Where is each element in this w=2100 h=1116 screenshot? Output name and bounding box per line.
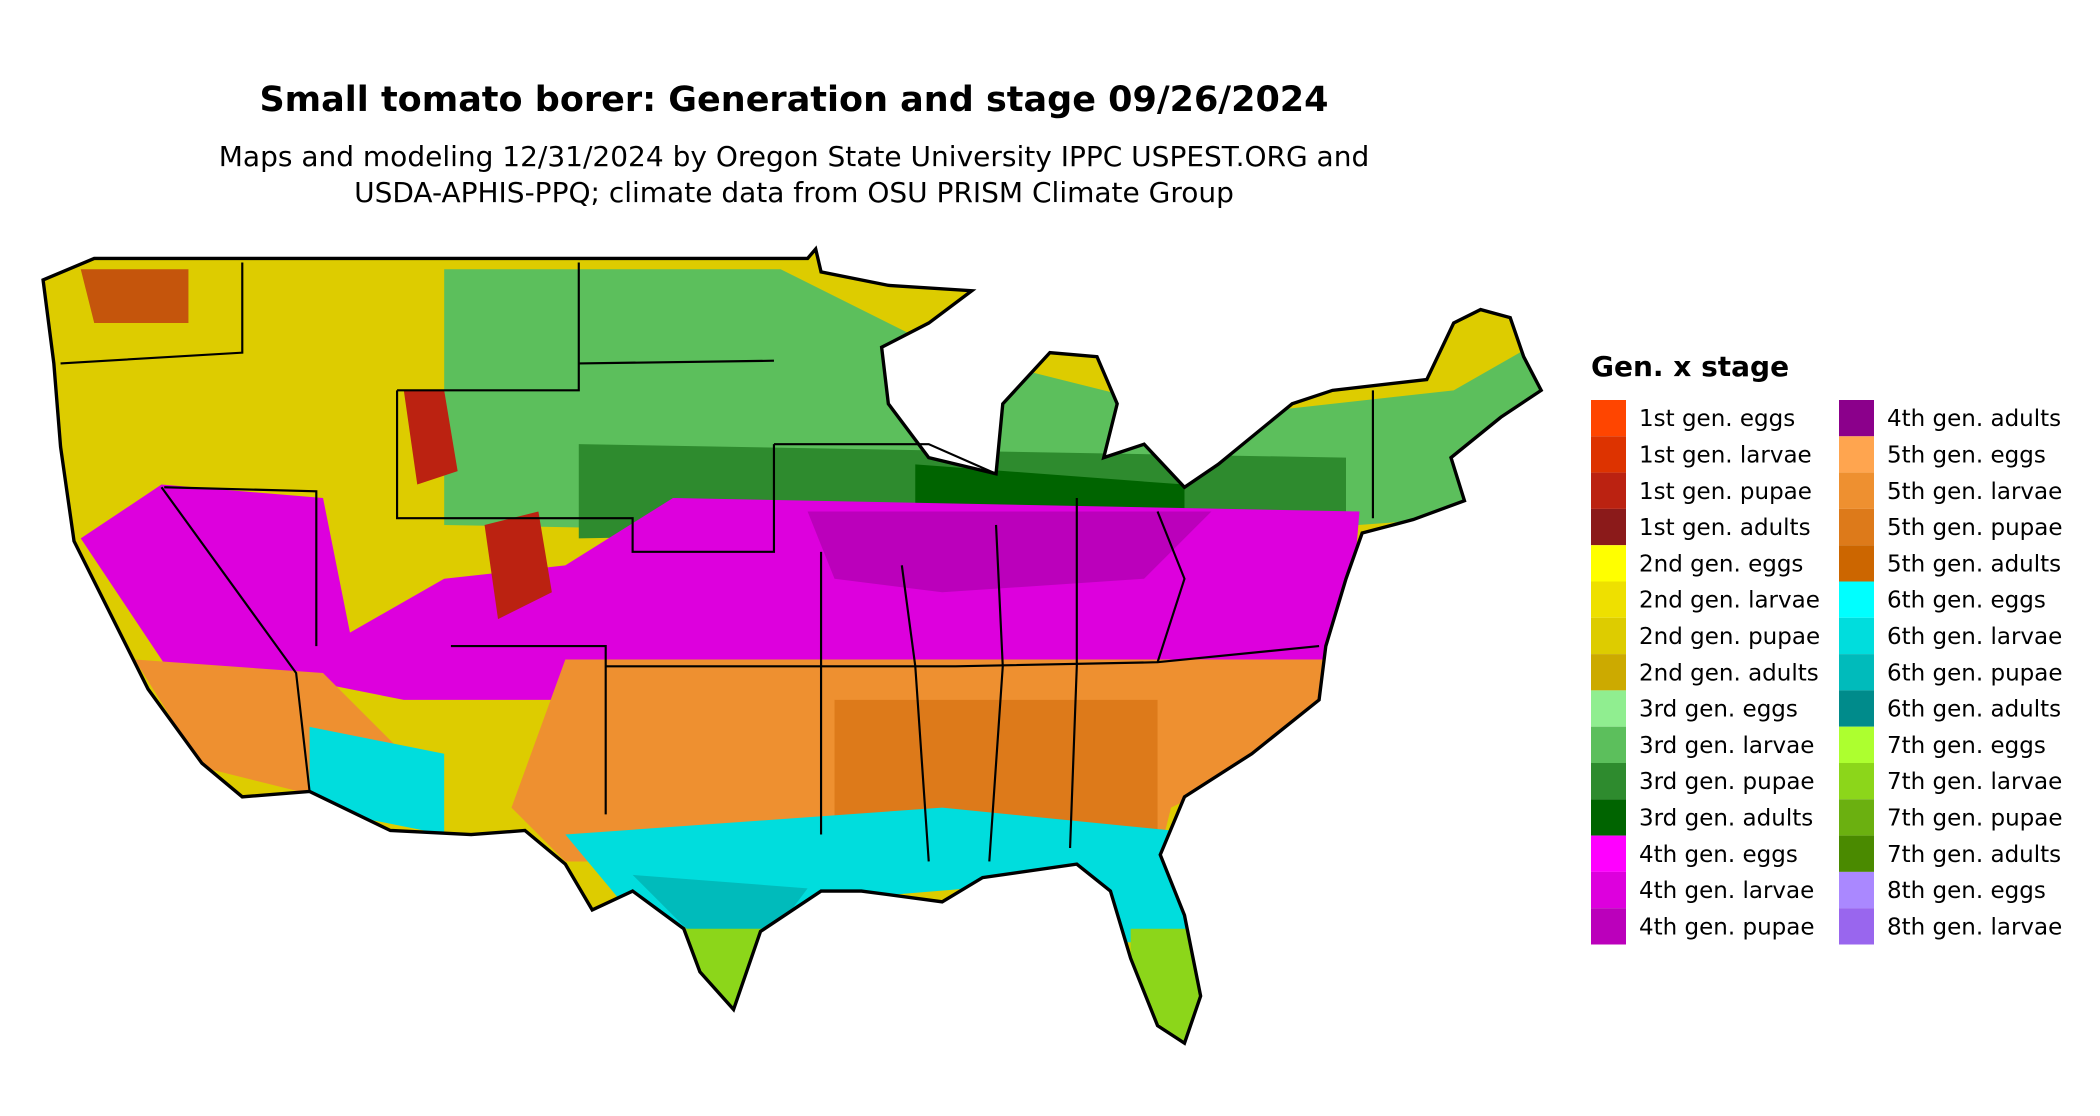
legend-swatch <box>1591 726 1626 763</box>
legend-label: 5th gen. eggs <box>1887 442 2046 468</box>
legend-label: 2nd gen. adults <box>1639 660 1819 686</box>
legend-swatch <box>1839 472 1874 509</box>
legend-swatch <box>1839 581 1874 618</box>
legend-label: 6th gen. adults <box>1887 697 2061 723</box>
legend-label: 6th gen. larvae <box>1887 624 2062 650</box>
legend-label: 6th gen. pupae <box>1887 660 2063 686</box>
legend-swatch <box>1839 799 1874 836</box>
legend-swatch <box>1591 908 1626 945</box>
legend-swatch <box>1839 436 1874 473</box>
legend-label: 3rd gen. adults <box>1639 805 1813 831</box>
legend-label: 1st gen. pupae <box>1639 479 1812 505</box>
state-borders <box>60 262 1374 862</box>
legend-label: 7th gen. eggs <box>1887 733 2046 759</box>
legend-swatch <box>1591 508 1626 546</box>
legend-swatch <box>1591 617 1626 655</box>
legend-swatch <box>1591 871 1626 909</box>
legend-swatch <box>1591 545 1626 582</box>
legend-swatch <box>1839 690 1874 727</box>
legend-swatch <box>1591 654 1626 691</box>
legend-label: 2nd gen. larvae <box>1639 588 1820 614</box>
map-subtitle: Maps and modeling 12/31/2024 by Oregon S… <box>219 140 1370 173</box>
legend-label: 1st gen. larvae <box>1639 442 1812 468</box>
map-title: Small tomato borer: Generation and stage… <box>259 80 1328 120</box>
legend: 1st gen. eggs 1st gen. larvae 1st gen. pup… <box>1591 400 2063 945</box>
legend-swatch <box>1839 835 1874 872</box>
legend-label: 2nd gen. pupae <box>1639 624 1820 650</box>
legend-swatch <box>1839 763 1874 800</box>
legend-swatch <box>1591 763 1626 800</box>
map-subtitle: USDA-APHIS-PPQ; climate data from OSU PR… <box>354 176 1234 209</box>
legend-swatch <box>1591 400 1626 437</box>
legend-label: 3rd gen. larvae <box>1639 733 1814 759</box>
legend-label: 8th gen. eggs <box>1887 878 2046 904</box>
legend-swatch <box>1591 690 1626 727</box>
legend-swatch <box>1839 545 1874 582</box>
legend-label: 7th gen. pupae <box>1887 805 2063 831</box>
legend-label: 1st gen. eggs <box>1639 406 1795 432</box>
legend-swatch <box>1591 472 1626 509</box>
legend-swatch <box>1591 436 1626 473</box>
legend-label: 4th gen. larvae <box>1639 878 1814 904</box>
legend-swatch <box>1839 508 1874 546</box>
legend-label: 1st gen. adults <box>1639 515 1811 541</box>
legend-swatch <box>1839 400 1874 437</box>
legend-swatch <box>1839 871 1874 909</box>
legend-swatch <box>1839 654 1874 691</box>
legend-label: 4th gen. eggs <box>1639 842 1798 868</box>
legend-swatch <box>1591 581 1626 618</box>
legend-swatch <box>1591 835 1626 872</box>
legend-title: Gen. x stage <box>1591 350 1789 383</box>
legend-label: 4th gen. pupae <box>1639 914 1815 940</box>
legend-swatch <box>1839 908 1874 945</box>
legend-label: 3rd gen. pupae <box>1639 769 1815 795</box>
legend-swatch <box>1839 726 1874 763</box>
legend-label: 6th gen. eggs <box>1887 588 2046 614</box>
legend-swatch <box>1591 799 1626 836</box>
legend-label: 7th gen. larvae <box>1887 769 2062 795</box>
legend-label: 3rd gen. eggs <box>1639 697 1798 723</box>
legend-label: 2nd gen. eggs <box>1639 551 1803 577</box>
legend-label: 5th gen. pupae <box>1887 515 2063 541</box>
legend-label: 5th gen. adults <box>1887 551 2061 577</box>
legend-label: 4th gen. adults <box>1887 406 2061 432</box>
legend-label: 5th gen. larvae <box>1887 479 2062 505</box>
legend-label: 7th gen. adults <box>1887 842 2061 868</box>
legend-swatch <box>1839 617 1874 655</box>
legend-label: 8th gen. larvae <box>1887 914 2062 940</box>
